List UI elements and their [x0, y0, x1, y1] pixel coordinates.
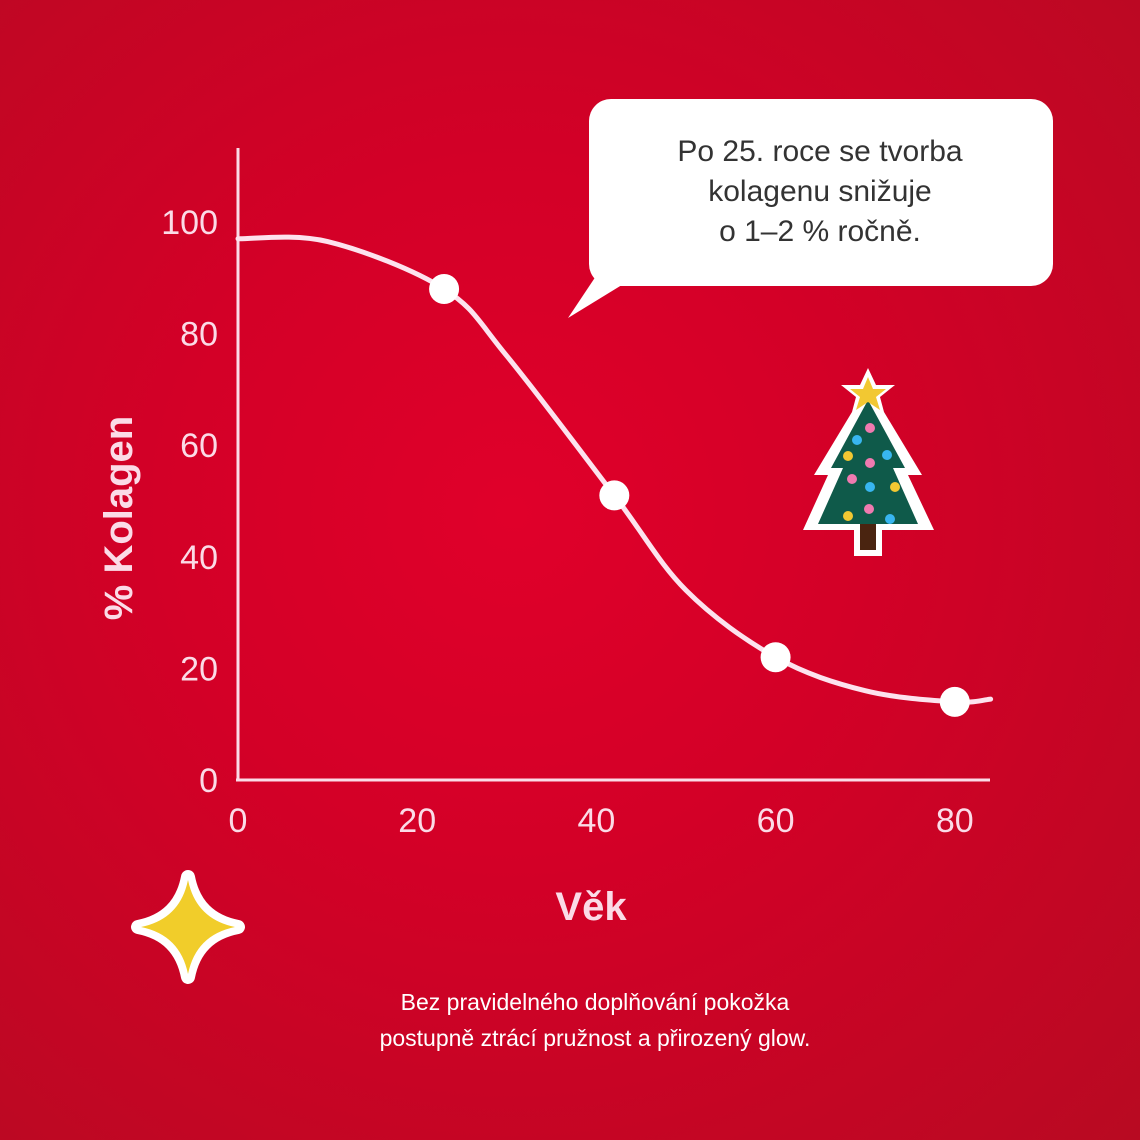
y-tick-label: 100 — [161, 204, 218, 242]
x-tick-label: 60 — [757, 802, 795, 840]
callout-line: kolagenu snižuje — [708, 175, 932, 208]
data-point — [599, 480, 630, 511]
x-tick-label: 40 — [577, 802, 615, 840]
x-tick-label: 0 — [229, 802, 248, 840]
data-point — [939, 686, 970, 717]
callout-line: o 1–2 % ročně. — [719, 215, 921, 248]
y-axis-label: % Kolagen — [97, 416, 141, 620]
callout-line: Po 25. roce se tvorba — [677, 135, 963, 168]
footer-line: postupně ztrácí pružnost a přirozený glo… — [379, 1025, 811, 1051]
y-tick-label: 80 — [180, 316, 218, 354]
callout-text: Po 25. roce se tvorba kolagenu snižuje o… — [600, 132, 1040, 252]
x-tick-label: 80 — [936, 802, 974, 840]
y-tick-label: 40 — [180, 539, 218, 577]
data-point — [429, 273, 460, 304]
collagen-curve — [235, 234, 994, 705]
x-axis-label: Věk — [555, 885, 627, 929]
callout-bubble — [568, 99, 1053, 318]
y-tick-label: 20 — [180, 650, 218, 688]
sparkle-star-icon — [131, 870, 245, 984]
footer-text: Bez pravidelného doplňování pokožka post… — [0, 984, 1140, 1056]
christmas-tree-icon — [803, 368, 934, 556]
data-point — [760, 642, 791, 673]
x-tick-label: 20 — [398, 802, 436, 840]
y-tick-label: 0 — [199, 762, 218, 800]
footer-line: Bez pravidelného doplňování pokožka — [400, 989, 790, 1015]
y-tick-label: 60 — [180, 427, 218, 465]
